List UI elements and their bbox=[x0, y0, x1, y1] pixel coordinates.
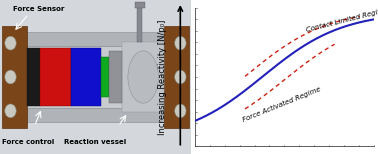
Bar bbox=[11, 46, 180, 108]
Text: Force Activated Regime: Force Activated Regime bbox=[241, 86, 321, 123]
Bar bbox=[109, 51, 122, 103]
Bar bbox=[27, 48, 40, 106]
Bar bbox=[122, 42, 164, 112]
Ellipse shape bbox=[5, 70, 16, 84]
Text: Increasing Reactivity [N/p₀]: Increasing Reactivity [N/p₀] bbox=[158, 19, 167, 135]
Text: Reaction vessel: Reaction vessel bbox=[64, 139, 127, 145]
Ellipse shape bbox=[175, 36, 186, 50]
Ellipse shape bbox=[175, 104, 186, 118]
Bar bbox=[40, 48, 71, 106]
Bar bbox=[164, 26, 189, 128]
Bar bbox=[138, 3, 142, 42]
Text: Force control: Force control bbox=[2, 139, 54, 145]
Ellipse shape bbox=[175, 70, 186, 84]
Bar bbox=[11, 32, 180, 46]
Ellipse shape bbox=[128, 51, 158, 103]
Ellipse shape bbox=[5, 36, 16, 50]
Text: Contact Limited Regime: Contact Limited Regime bbox=[306, 7, 378, 33]
Bar bbox=[101, 57, 109, 97]
Bar bbox=[11, 108, 180, 122]
Bar bbox=[71, 48, 101, 106]
Ellipse shape bbox=[5, 104, 16, 118]
Bar bbox=[135, 2, 145, 8]
Bar bbox=[2, 26, 27, 128]
Text: Force Sensor: Force Sensor bbox=[13, 6, 65, 12]
